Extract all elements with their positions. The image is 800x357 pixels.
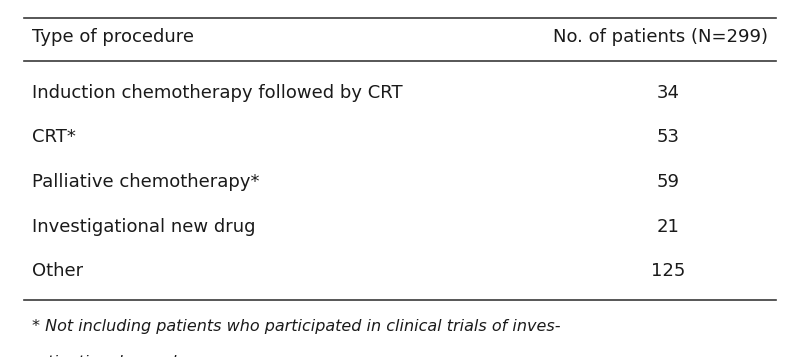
Text: 34: 34 <box>657 84 679 102</box>
Text: Other: Other <box>32 262 83 280</box>
Text: Palliative chemotherapy*: Palliative chemotherapy* <box>32 173 259 191</box>
Text: tigational new drugs: tigational new drugs <box>32 355 212 357</box>
Text: 53: 53 <box>657 129 679 146</box>
Text: Investigational new drug: Investigational new drug <box>32 218 255 236</box>
Text: * Not including patients who participated in clinical trials of inves-: * Not including patients who participate… <box>32 319 561 334</box>
Text: Induction chemotherapy followed by CRT: Induction chemotherapy followed by CRT <box>32 84 402 102</box>
Text: Type of procedure: Type of procedure <box>32 29 194 46</box>
Text: 125: 125 <box>651 262 685 280</box>
Text: No. of patients (N=299): No. of patients (N=299) <box>553 29 768 46</box>
Text: 21: 21 <box>657 218 679 236</box>
Text: 59: 59 <box>657 173 679 191</box>
Text: CRT*: CRT* <box>32 129 76 146</box>
